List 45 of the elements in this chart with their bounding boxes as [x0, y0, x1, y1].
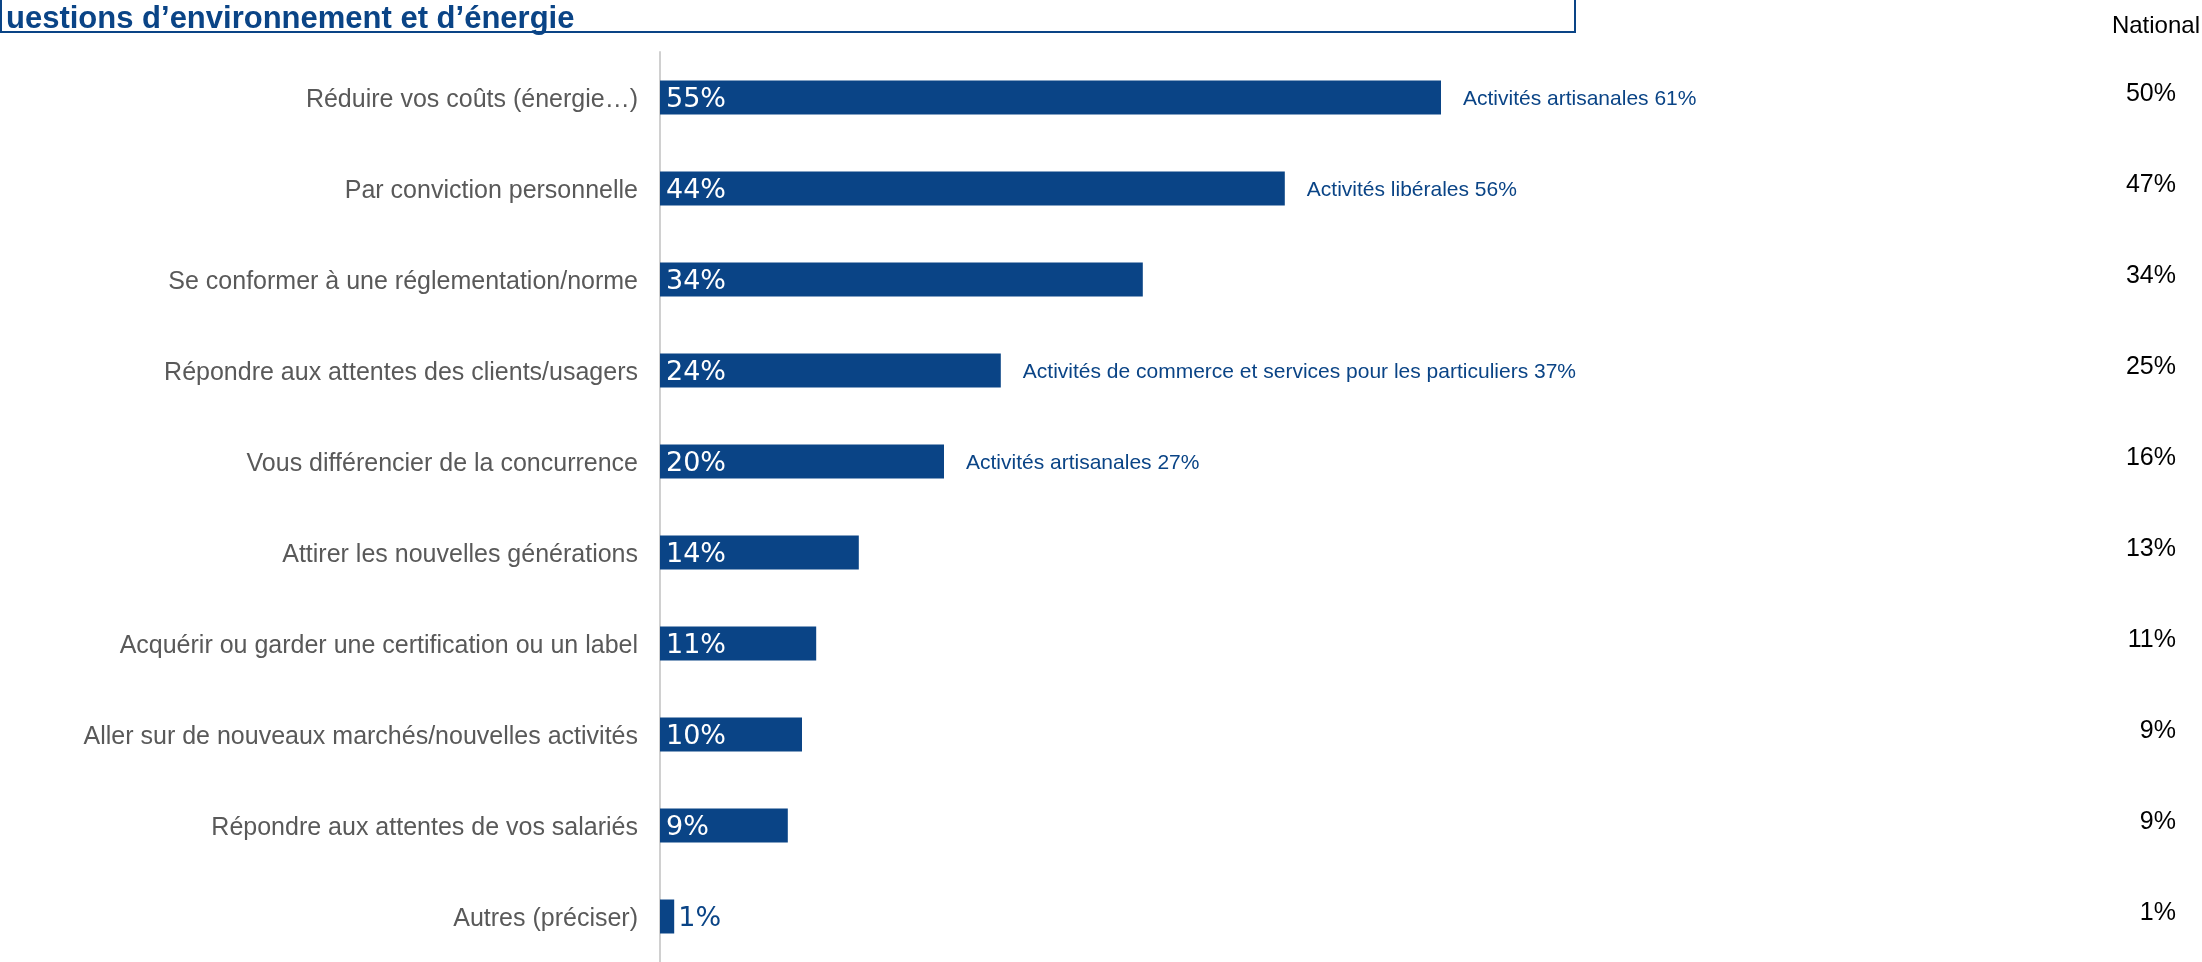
data-label: 9% — [666, 810, 709, 841]
bar — [660, 808, 788, 843]
text: 9% — [2139, 805, 2176, 834]
bar — [660, 171, 1285, 206]
bar — [660, 535, 859, 570]
bar — [660, 444, 944, 479]
bar — [660, 626, 817, 661]
bar — [660, 353, 1001, 388]
y-tick-label: Autres (préciser) — [453, 902, 638, 931]
y-tick-label: Répondre aux attentes de vos salariés — [211, 811, 638, 840]
y-tick-label: Se conformer à une réglementation/norme — [168, 265, 638, 294]
data-label: 44% — [666, 173, 727, 204]
annotation: Activités de commerce et services pour les particuliers 37% — [1022, 359, 1577, 382]
y-tick-label: Répondre aux attentes des clients/usagers — [164, 356, 638, 385]
text: 47% — [2125, 168, 2176, 197]
text: 13% — [2125, 532, 2176, 561]
text: 34% — [2125, 259, 2176, 288]
data-label: 11% — [666, 628, 727, 659]
y-tick-label: Par conviction personnelle — [344, 174, 638, 203]
text: 50% — [2125, 77, 2176, 106]
bar — [660, 899, 675, 934]
y-tick-label: Vous différencier de la concurrence — [246, 447, 638, 476]
data-label: 34% — [666, 264, 727, 295]
annotation: Activités artisanales 27% — [966, 450, 1200, 473]
data-label: 24% — [666, 355, 727, 386]
data-label: 20% — [666, 446, 727, 477]
annotation: Activités artisanales 61% — [1463, 86, 1697, 109]
bar — [660, 80, 1441, 115]
y-tick-label: Réduire vos coûts (énergie…) — [305, 83, 638, 112]
text: 16% — [2125, 441, 2176, 470]
y-tick-label: Aller sur de nouveaux marchés/nouvelles activités — [83, 720, 638, 749]
text: uestions d’environnement et d’énergie — [6, 0, 575, 35]
bar — [660, 262, 1143, 297]
y-tick-label: Acquérir ou garder une certification ou un label — [119, 629, 638, 658]
annotation: Activités libérales 56% — [1306, 177, 1517, 200]
data-label: 1% — [678, 901, 722, 932]
data-label: 55% — [666, 82, 727, 113]
text: 1% — [2139, 896, 2176, 925]
text: 11% — [2127, 623, 2176, 652]
data-label: 14% — [666, 537, 727, 568]
text: 25% — [2125, 350, 2176, 379]
text: National — [2111, 10, 2200, 38]
data-label: 10% — [666, 719, 727, 750]
text: 9% — [2139, 714, 2176, 743]
y-tick-label: Attirer les nouvelles générations — [282, 538, 638, 567]
